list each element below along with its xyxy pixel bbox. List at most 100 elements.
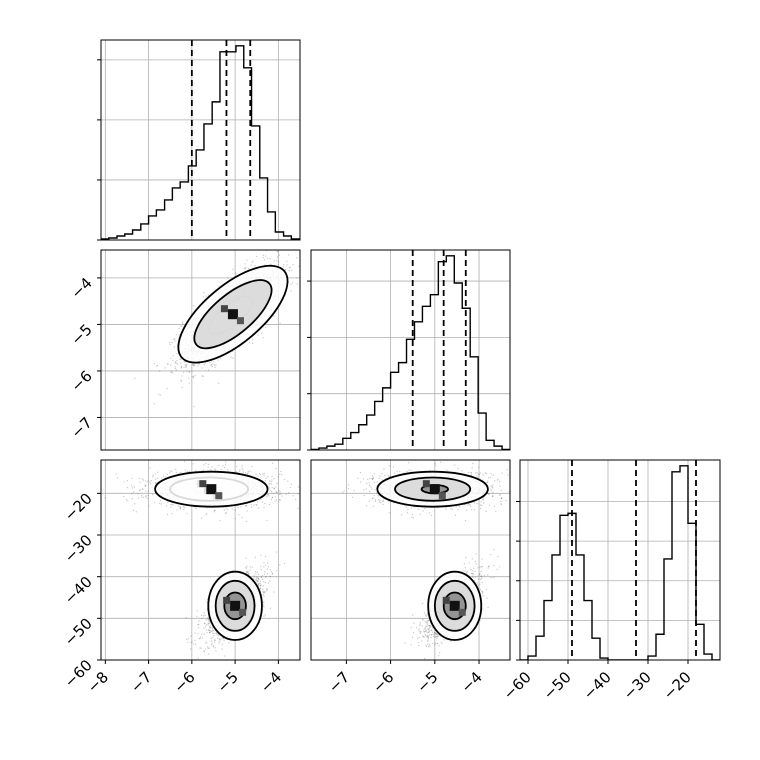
scatter-point <box>154 478 156 480</box>
scatter-point <box>235 471 237 473</box>
scatter-point <box>180 358 182 360</box>
scatter-point <box>241 465 243 467</box>
scatter-point <box>152 476 154 478</box>
scatter-point <box>297 493 299 495</box>
scatter-point <box>126 479 128 482</box>
scatter-point <box>202 375 204 377</box>
scatter-point <box>288 270 290 272</box>
scatter-point <box>171 370 173 372</box>
scatter-point <box>147 480 149 483</box>
scatter-point <box>246 472 248 474</box>
scatter-point <box>261 574 264 577</box>
scatter-point <box>280 493 282 495</box>
scatter-point <box>283 264 285 266</box>
hist-0-histogram-step <box>101 45 300 240</box>
scatter-point <box>245 505 247 507</box>
scatter-point <box>145 490 147 492</box>
scatter-point <box>203 650 205 653</box>
scatter-point <box>175 334 178 336</box>
scatter-point <box>156 477 158 479</box>
scatter-point <box>207 647 209 649</box>
scatter-point <box>216 631 218 634</box>
scatter-point <box>302 259 303 260</box>
scatter-point <box>158 393 160 395</box>
scatter-point <box>259 580 261 582</box>
scatter-point <box>141 478 143 480</box>
scatter-point <box>179 507 182 509</box>
scatter-point <box>225 507 227 509</box>
scatter-point <box>271 496 274 498</box>
scatter-point <box>133 486 135 488</box>
scatter-point <box>181 322 184 324</box>
scatter-point <box>186 364 188 366</box>
scatter-point <box>261 501 264 503</box>
scatter-point <box>270 483 273 485</box>
scatter-point <box>276 491 278 493</box>
scatter-point <box>209 469 211 471</box>
scatter-point <box>219 358 222 360</box>
scatter-point <box>269 263 272 266</box>
scatter-point <box>156 365 159 367</box>
scatter-point <box>244 263 246 265</box>
scatter-point <box>160 503 162 505</box>
scatter-point <box>241 467 243 469</box>
scatter-point <box>286 264 288 266</box>
scatter-point <box>265 250 268 252</box>
scatter-point <box>208 629 210 631</box>
hist-2-frame <box>519 459 721 661</box>
scatter-point <box>246 570 248 572</box>
scatter-point <box>263 259 266 261</box>
scatter-point <box>217 359 219 361</box>
scatter-point <box>237 506 239 509</box>
scatter-point <box>271 571 273 573</box>
scatter-point <box>169 470 171 472</box>
scatter-1-0-frame <box>100 249 301 451</box>
scatter-point <box>247 571 249 573</box>
scatter-point <box>271 486 273 489</box>
scatter-point <box>277 476 280 478</box>
scatter-point <box>174 367 177 370</box>
scatter-point <box>273 477 275 480</box>
scatter-point <box>254 265 256 267</box>
scatter-point <box>232 350 234 352</box>
scatter-point <box>116 477 118 479</box>
scatter-point <box>213 511 215 513</box>
scatter-point <box>232 268 234 270</box>
scatter-point <box>278 498 281 501</box>
scatter-point <box>267 476 269 478</box>
scatter-point <box>298 247 299 248</box>
scatter-point <box>203 633 205 635</box>
hist-1-frame <box>310 249 511 451</box>
scatter-point <box>195 470 197 472</box>
scatter-point <box>215 650 217 652</box>
scatter-point <box>207 618 209 620</box>
scatter-point <box>141 496 143 498</box>
scatter-point <box>266 568 269 570</box>
scatter-point <box>260 565 262 568</box>
scatter-point <box>290 283 292 285</box>
scatter-point <box>194 364 196 366</box>
scatter-point <box>279 491 281 493</box>
scatter-point <box>212 630 214 632</box>
scatter-point <box>264 480 266 482</box>
scatter-point <box>262 473 264 475</box>
scatter-point <box>180 357 182 359</box>
scatter-point <box>209 625 211 627</box>
scatter-point <box>204 642 207 644</box>
scatter-point <box>154 501 156 504</box>
scatter-point <box>201 375 204 377</box>
scatter-point <box>246 572 248 574</box>
scatter-point <box>223 637 225 639</box>
scatter-point <box>273 260 275 262</box>
scatter-point <box>272 462 274 464</box>
scatter-point <box>177 505 179 507</box>
scatter-point <box>179 506 181 508</box>
scatter-point <box>192 463 194 465</box>
scatter-2-0-panel <box>100 459 301 661</box>
scatter-point <box>273 488 276 490</box>
scatter-point <box>255 573 257 575</box>
scatter-point <box>131 485 133 487</box>
scatter-point <box>253 504 255 506</box>
scatter-point <box>192 364 194 367</box>
scatter-point <box>220 468 222 470</box>
